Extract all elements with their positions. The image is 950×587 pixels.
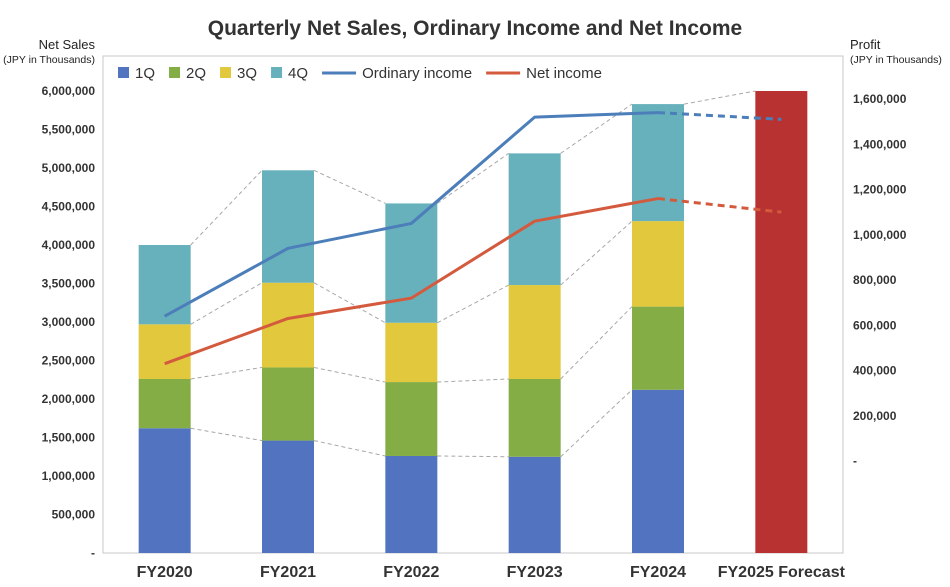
- left-tick-label: -: [91, 546, 95, 560]
- bar-1q-fy2022: [385, 455, 438, 553]
- bar-4q-fy2020: [138, 245, 191, 325]
- left-tick-label: 5,000,000: [42, 161, 96, 175]
- bar-4q-fy2021: [262, 170, 314, 283]
- connector-lines: [190, 90, 756, 458]
- connector-line: [560, 306, 633, 380]
- connector-line: [437, 378, 509, 383]
- left-tick-label: 1,000,000: [42, 469, 96, 483]
- legend-label: 2Q: [186, 65, 206, 82]
- connector-line: [437, 284, 509, 324]
- left-tick-label: 500,000: [52, 508, 96, 522]
- bar-3q-fy2022: [385, 322, 438, 383]
- connector-line: [190, 282, 263, 325]
- bar-1q-fy2021: [262, 440, 314, 553]
- left-axis-unit: (JPY in Thousands): [3, 54, 95, 66]
- bar-1q-fy2024: [632, 389, 684, 553]
- connector-line: [560, 389, 633, 458]
- connector-line: [313, 366, 386, 383]
- legend-swatch: [169, 67, 181, 78]
- right-tick-label: 1,000,000: [853, 228, 907, 242]
- ordinary-income-line: [163, 111, 659, 318]
- legend-swatch: [271, 67, 283, 78]
- category-label: FY2023: [507, 564, 563, 581]
- right-tick-label: 400,000: [853, 364, 897, 378]
- bar-2q-fy2023: [508, 378, 561, 457]
- connector-line: [190, 366, 263, 380]
- right-tick-label: 200,000: [853, 409, 897, 423]
- left-axis-ticks: - 500,000 1,000,000 1,500,000 2,000,000 2,500…: [42, 84, 96, 560]
- right-axis-unit: (JPY in Thousands): [850, 54, 942, 66]
- right-axis-title: Profit: [850, 37, 881, 52]
- connector-line: [437, 152, 509, 204]
- bar-2q-fy2022: [385, 382, 438, 456]
- category-label: FY2025 Forecast: [718, 564, 846, 581]
- right-tick-label: -: [853, 454, 857, 468]
- connector-line: [560, 103, 633, 154]
- bar-1q-fy2020: [138, 428, 191, 553]
- bar-3q-fy2024: [632, 221, 684, 307]
- legend-label: 1Q: [135, 65, 155, 82]
- right-tick-label: 1,400,000: [853, 137, 907, 151]
- bar-2q-fy2021: [262, 367, 314, 441]
- legend-swatch: [220, 67, 232, 78]
- bar-4q-fy2024: [632, 104, 684, 222]
- left-tick-label: 4,500,000: [42, 200, 96, 214]
- legend-label: 3Q: [237, 65, 257, 82]
- net-income-line: [164, 197, 659, 366]
- left-tick-label: 3,000,000: [42, 315, 96, 329]
- connector-line: [190, 427, 263, 442]
- right-tick-label: 600,000: [853, 318, 897, 332]
- bar-1q-fy2023: [508, 456, 561, 553]
- forecast-bar: [755, 91, 808, 553]
- right-axis-ticks: - 200,000 400,000 600,000 800,000 1,000,000 1,…: [853, 92, 907, 468]
- ordinary-income-forecast-line: [657, 111, 782, 121]
- legend-label: Ordinary income: [362, 65, 472, 82]
- connector-line: [313, 440, 386, 457]
- category-label: FY2022: [383, 564, 439, 581]
- legend-label: 4Q: [288, 65, 308, 82]
- bar-3q-fy2023: [508, 285, 561, 379]
- legend-label: Net income: [526, 65, 602, 82]
- category-label: FY2021: [260, 564, 316, 581]
- chart-title: Quarterly Net Sales, Ordinary Income and…: [208, 17, 743, 40]
- legend: 1Q 2Q 3Q 4Q Ordinary income Net income: [118, 65, 602, 82]
- connector-line: [560, 220, 633, 286]
- income-lines: [163, 111, 782, 366]
- connector-line: [313, 169, 386, 204]
- bar-4q-fy2022: [385, 203, 438, 323]
- connector-line: [437, 455, 509, 458]
- connector-line: [190, 169, 263, 246]
- left-tick-label: 2,000,000: [42, 392, 96, 406]
- connector-line: [683, 90, 756, 105]
- plot-area: [102, 55, 844, 554]
- left-tick-label: 2,500,000: [42, 354, 96, 368]
- left-tick-label: 3,500,000: [42, 277, 96, 291]
- category-label: FY2020: [137, 564, 193, 581]
- right-tick-label: 1,600,000: [853, 92, 907, 106]
- category-labels: FY2020 FY2021 FY2022 FY2023 FY2024 FY2025 For…: [137, 564, 846, 581]
- right-tick-label: 800,000: [853, 273, 897, 287]
- net-income-forecast-line: [657, 197, 782, 214]
- category-label: FY2024: [630, 564, 686, 581]
- bar-2q-fy2024: [632, 306, 684, 390]
- bars: [138, 91, 808, 553]
- bar-3q-fy2020: [138, 324, 191, 379]
- left-tick-label: 1,500,000: [42, 431, 96, 445]
- legend-swatch: [118, 67, 129, 78]
- left-tick-label: 4,000,000: [42, 238, 96, 252]
- left-tick-label: 6,000,000: [42, 84, 96, 98]
- left-axis-title: Net Sales: [39, 37, 96, 52]
- right-tick-label: 1,200,000: [853, 183, 907, 197]
- bar-2q-fy2020: [138, 378, 191, 429]
- left-tick-label: 5,500,000: [42, 123, 96, 137]
